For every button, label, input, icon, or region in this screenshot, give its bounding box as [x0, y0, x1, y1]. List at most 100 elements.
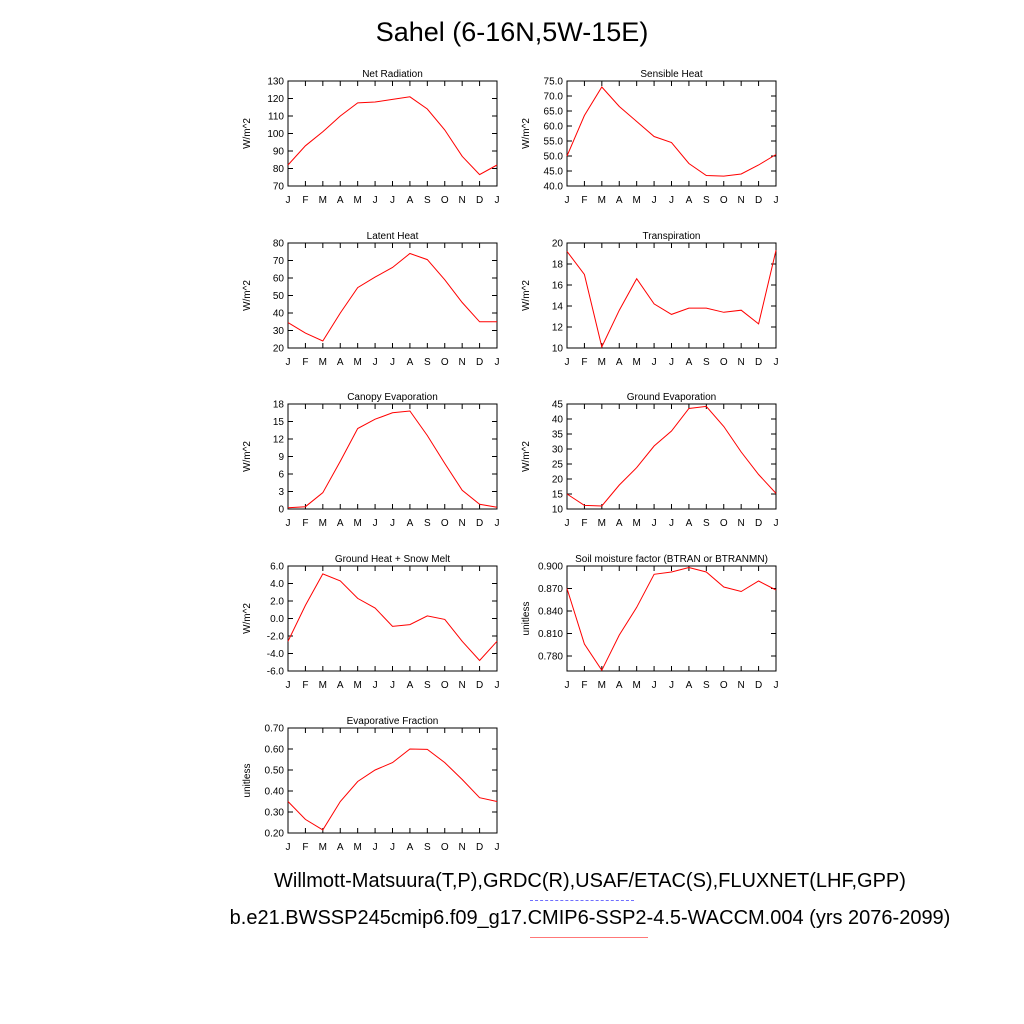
y-tick-label: -4.0 — [267, 649, 285, 660]
x-tick-label: D — [476, 357, 483, 368]
y-tick-label: 0.70 — [265, 724, 285, 735]
x-tick-label: J — [774, 680, 779, 691]
x-tick-label: F — [302, 195, 308, 206]
x-tick-label: O — [441, 842, 449, 853]
y-tick-label: 6.0 — [270, 562, 284, 573]
plot-frame — [287, 727, 498, 834]
y-tick-label: 15 — [552, 490, 564, 501]
x-tick-label: M — [353, 518, 361, 529]
x-tick-label: J — [652, 680, 657, 691]
x-tick-label: S — [424, 518, 431, 529]
y-tick-label: 12 — [273, 435, 285, 446]
x-tick-label: J — [495, 195, 500, 206]
y-tick-label: 25 — [552, 460, 564, 471]
x-tick-label: J — [774, 195, 779, 206]
x-tick-label: M — [319, 518, 327, 529]
y-tick-label: 0.50 — [265, 766, 285, 777]
x-tick-label: M — [632, 357, 640, 368]
panel-title: Evaporative Fraction — [347, 716, 439, 727]
x-tick-label: A — [337, 680, 344, 691]
y-tick-label: 15 — [273, 417, 285, 428]
x-tick-label: J — [286, 195, 291, 206]
x-tick-label: O — [720, 195, 728, 206]
x-tick-label: F — [581, 357, 587, 368]
x-tick-label: J — [390, 518, 395, 529]
x-tick-label: D — [755, 680, 762, 691]
x-tick-label: F — [581, 195, 587, 206]
y-tick-label: 18 — [552, 260, 564, 271]
series-line — [287, 96, 498, 176]
x-tick-label: J — [286, 518, 291, 529]
x-tick-label: N — [459, 195, 466, 206]
y-tick-label: 60.0 — [544, 122, 564, 133]
x-tick-label: A — [337, 357, 344, 368]
y-tick-label: 14 — [552, 302, 564, 313]
y-tick-label: 65.0 — [544, 107, 564, 118]
y-tick-label: 50 — [273, 291, 285, 302]
x-tick-label: S — [424, 195, 431, 206]
x-tick-label: N — [459, 357, 466, 368]
y-axis-label: W/m^2 — [521, 441, 532, 472]
x-tick-label: A — [686, 357, 693, 368]
y-tick-label: 0.0 — [270, 614, 284, 625]
x-tick-label: J — [390, 842, 395, 853]
plot-frame — [287, 565, 498, 672]
x-tick-label: O — [441, 680, 449, 691]
x-tick-label: J — [373, 195, 378, 206]
x-tick-label: A — [337, 518, 344, 529]
x-tick-label: J — [669, 195, 674, 206]
x-tick-label: A — [407, 195, 414, 206]
x-tick-label: S — [703, 518, 710, 529]
y-tick-label: 4.0 — [270, 579, 284, 590]
x-tick-label: J — [669, 357, 674, 368]
plot-frame — [566, 80, 777, 187]
x-tick-label: S — [703, 195, 710, 206]
x-tick-label: S — [424, 357, 431, 368]
x-tick-label: O — [720, 357, 728, 368]
x-tick-label: O — [441, 518, 449, 529]
x-tick-label: A — [686, 518, 693, 529]
x-tick-label: M — [598, 357, 606, 368]
x-tick-label: J — [286, 842, 291, 853]
x-tick-label: J — [495, 842, 500, 853]
x-tick-label: M — [598, 518, 606, 529]
series-line — [566, 86, 777, 177]
y-axis-label: W/m^2 — [242, 118, 253, 149]
x-tick-label: N — [738, 357, 745, 368]
panel-7: Ground Heat + Snow Melt W/m^2 -6.0 -4.0 -2.0… — [242, 554, 500, 691]
x-tick-label: M — [598, 195, 606, 206]
y-tick-label: 45 — [552, 400, 564, 411]
obs-caption: Willmott-Matsuura(T,P),GRDC(R),USAF/ETAC… — [274, 870, 906, 892]
y-tick-label: 12 — [552, 323, 564, 334]
y-tick-label: 75.0 — [544, 77, 564, 88]
x-tick-label: J — [495, 680, 500, 691]
series-line — [287, 748, 498, 831]
series-line — [566, 405, 777, 507]
x-tick-label: J — [669, 518, 674, 529]
y-axis-label: W/m^2 — [242, 280, 253, 311]
x-tick-label: A — [407, 842, 414, 853]
x-tick-label: M — [632, 518, 640, 529]
x-tick-label: J — [373, 357, 378, 368]
x-tick-label: M — [319, 680, 327, 691]
x-tick-label: J — [565, 357, 570, 368]
y-tick-label: 20 — [552, 239, 564, 250]
panel-title: Ground Evaporation — [627, 392, 717, 403]
y-tick-label: 0.810 — [538, 629, 563, 640]
y-tick-label: 0.60 — [265, 745, 285, 756]
x-tick-label: M — [319, 195, 327, 206]
panel-title: Soil moisture factor (BTRAN or BTRANMN) — [575, 554, 768, 565]
x-tick-label: D — [476, 518, 483, 529]
x-tick-label: N — [738, 680, 745, 691]
x-tick-label: J — [669, 680, 674, 691]
series-line — [566, 566, 777, 672]
x-tick-label: N — [738, 195, 745, 206]
obs-legend-line — [530, 900, 634, 901]
x-tick-label: O — [720, 518, 728, 529]
panel-2: Sensible Heat W/m^2 40.0 45.0 50.0 55.0 60.0 65… — [521, 69, 779, 206]
x-tick-label: S — [424, 842, 431, 853]
y-tick-label: 0.30 — [265, 808, 285, 819]
y-axis-label: W/m^2 — [521, 118, 532, 149]
